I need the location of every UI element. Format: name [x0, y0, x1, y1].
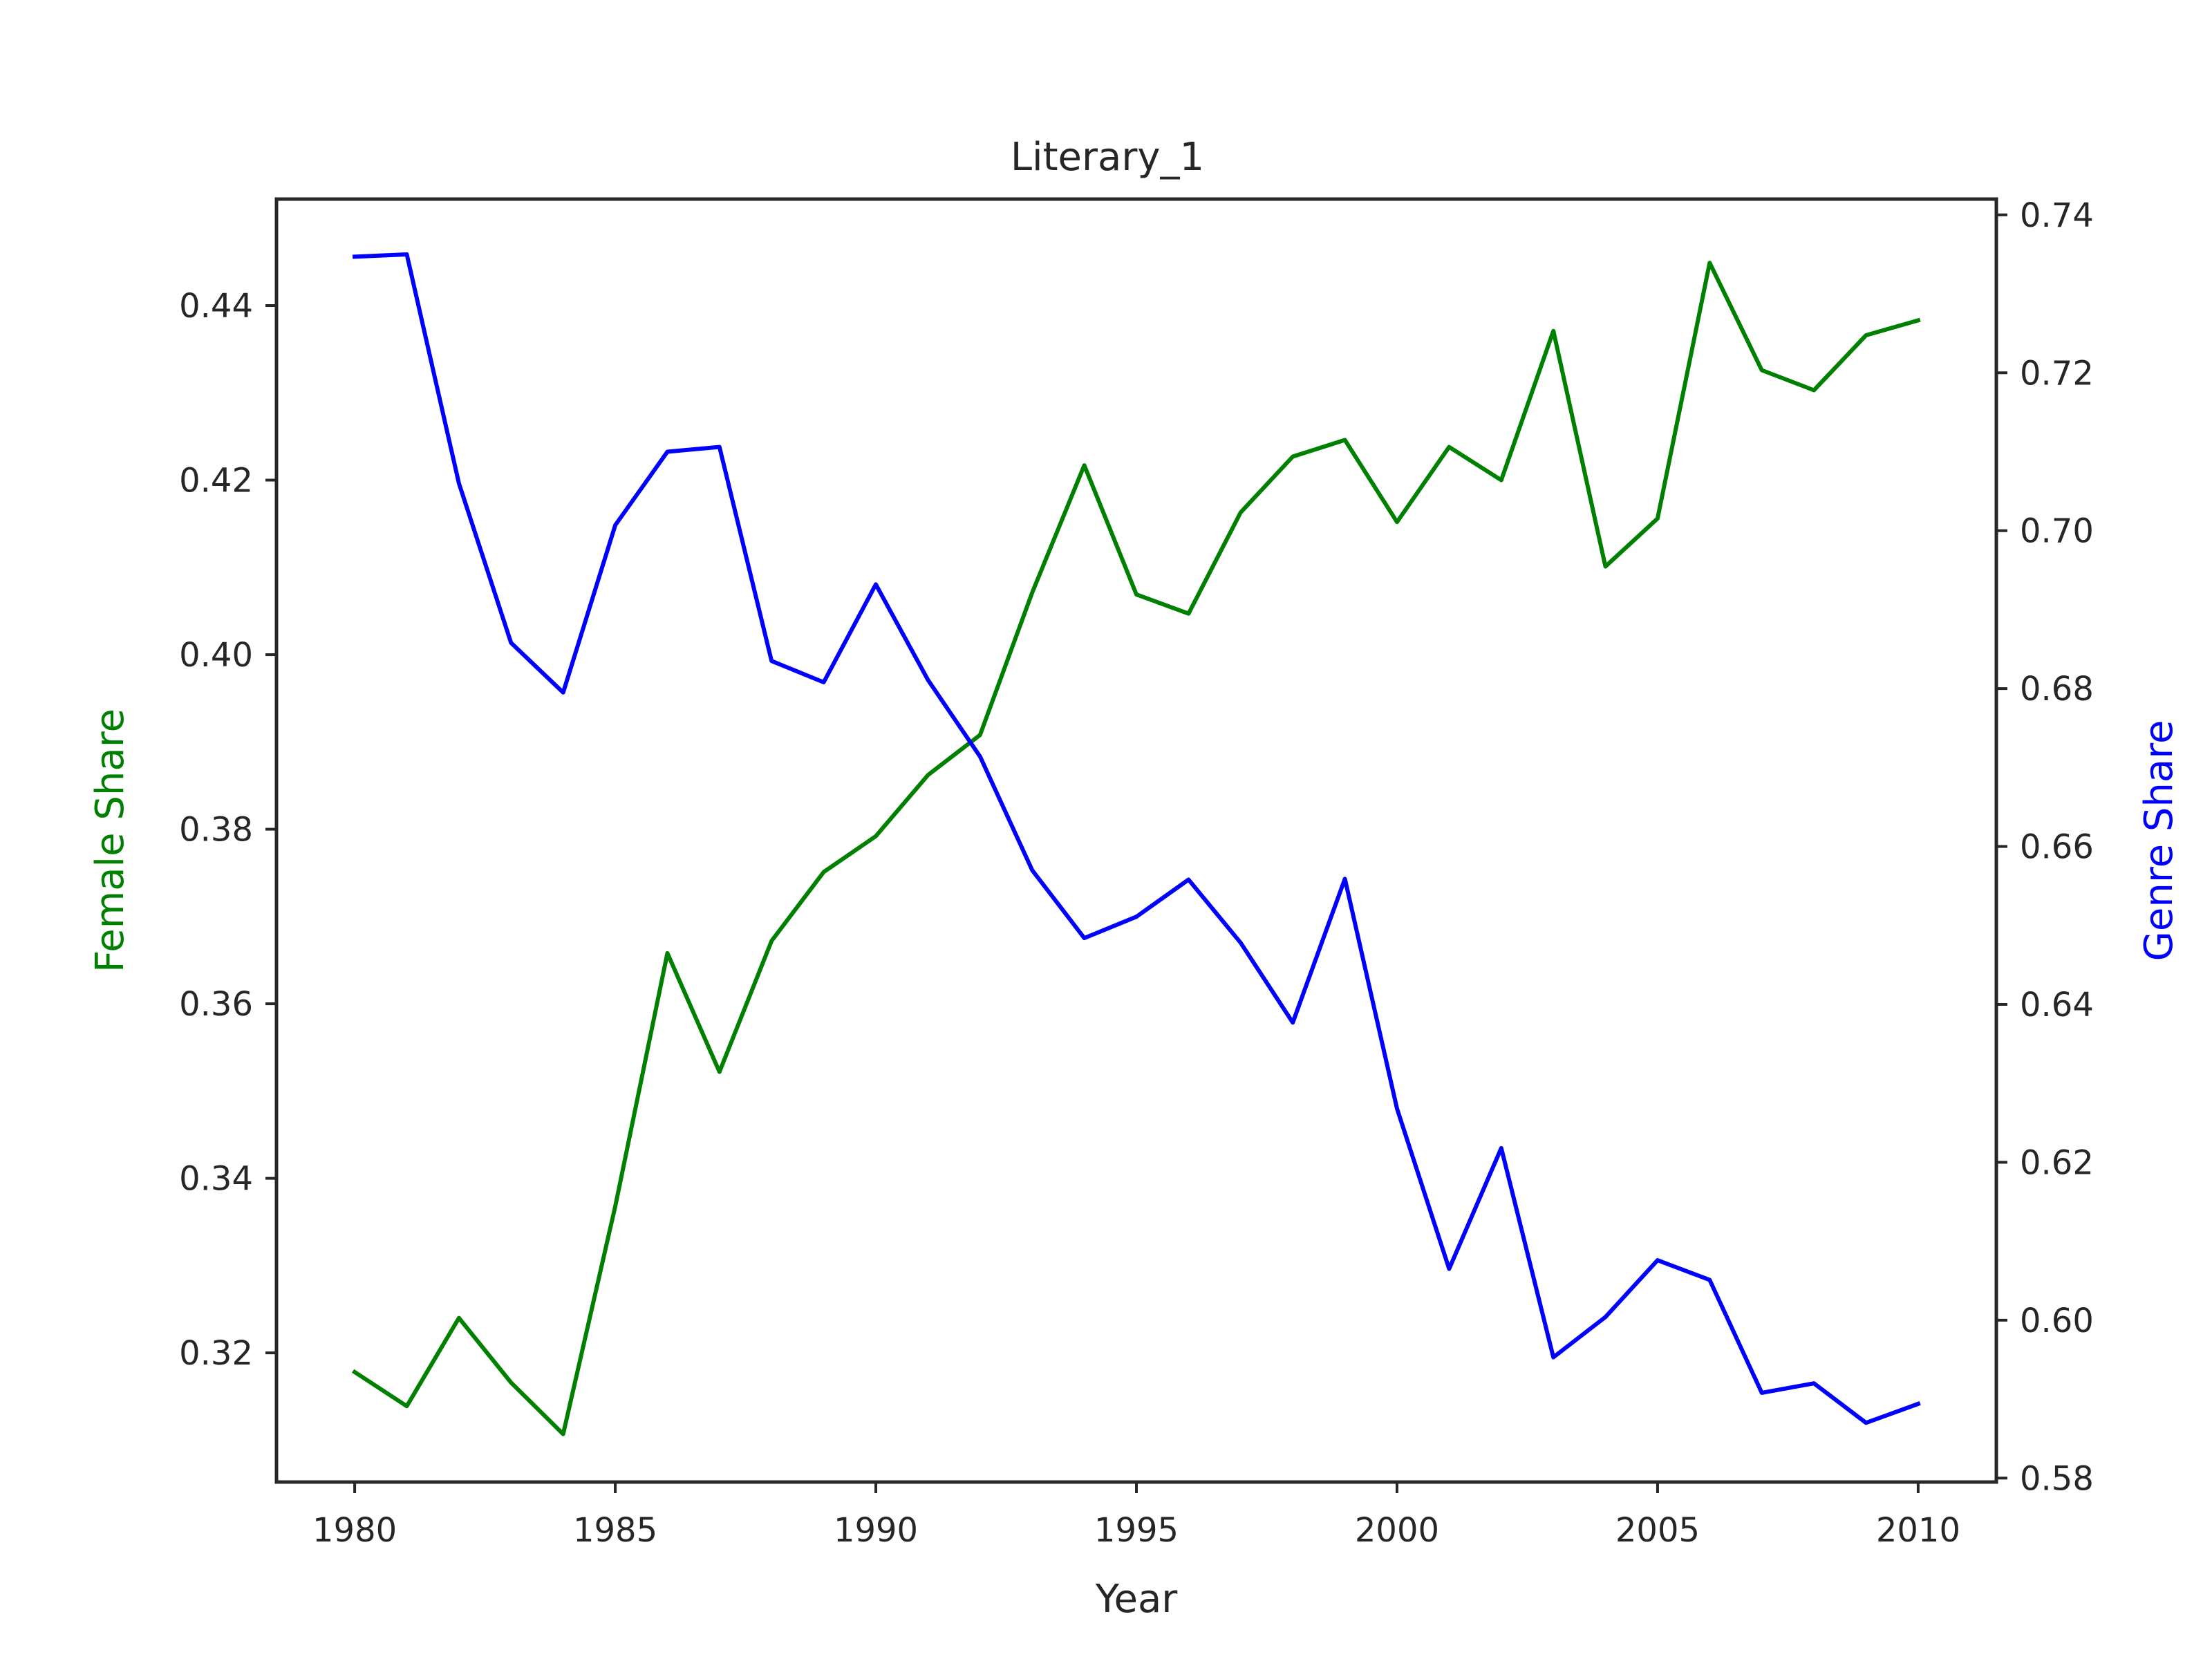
y-right-tick-label: 0.66	[2020, 828, 2094, 867]
y-right-tick-label: 0.60	[2020, 1302, 2094, 1340]
y-right-tick-label: 0.68	[2020, 670, 2094, 709]
chart-title: Literary_1	[1011, 135, 1204, 180]
x-tick-label: 2005	[1615, 1511, 1700, 1550]
x-tick-label: 2000	[1355, 1511, 1439, 1550]
y-axis-label-left: Female Share	[88, 709, 133, 973]
x-axis-label: Year	[1095, 1577, 1179, 1622]
x-tick-label: 1980	[312, 1511, 397, 1550]
y-left-tick-label: 0.42	[179, 462, 253, 500]
y-right-tick-label: 0.64	[2020, 986, 2094, 1024]
y-left-tick-label: 0.34	[179, 1160, 253, 1199]
y-right-tick-label: 0.70	[2020, 512, 2094, 551]
y-left-tick-label: 0.32	[179, 1334, 253, 1373]
x-tick-label: 1995	[1094, 1511, 1179, 1550]
y-right-tick-label: 0.62	[2020, 1143, 2094, 1182]
y-right-tick-label: 0.58	[2020, 1459, 2094, 1498]
y-axis-label-right: Genre Share	[2137, 720, 2182, 962]
y-right-tick-label: 0.72	[2020, 354, 2094, 393]
y-left-tick-label: 0.40	[179, 636, 253, 675]
genre-share-line	[352, 252, 1921, 1425]
female-share-line	[351, 261, 1921, 1436]
y-left-tick-label: 0.44	[179, 287, 253, 326]
y-left-tick-label: 0.36	[179, 985, 253, 1024]
x-tick-label: 1990	[834, 1511, 918, 1550]
x-tick-label: 1985	[573, 1511, 657, 1550]
y-right-tick-label: 0.74	[2020, 196, 2094, 235]
x-tick-label: 2010	[1876, 1511, 1960, 1550]
y-left-tick-label: 0.38	[179, 811, 253, 850]
